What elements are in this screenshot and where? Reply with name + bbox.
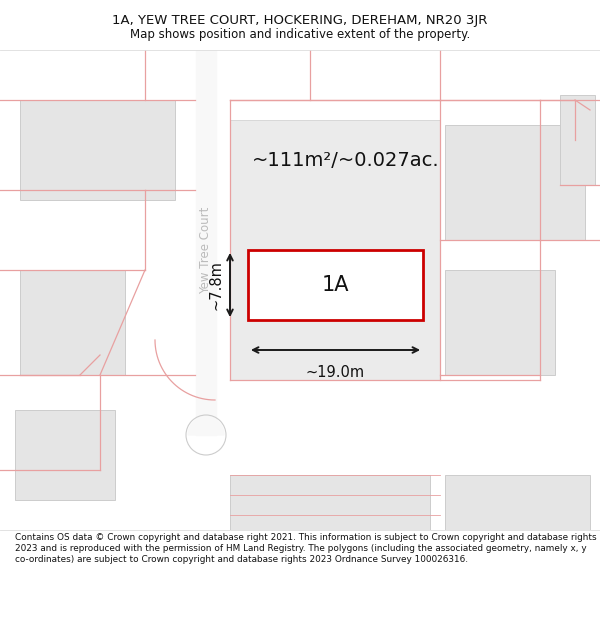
Bar [445,475,590,530]
Text: 1A: 1A [322,275,349,295]
Bar [445,270,555,375]
Text: ~19.0m: ~19.0m [306,365,365,380]
Text: ~7.8m: ~7.8m [209,260,224,310]
Text: Map shows position and indicative extent of the property.: Map shows position and indicative extent… [130,28,470,41]
Text: Yew Tree Court: Yew Tree Court [199,206,212,294]
Polygon shape [188,417,224,435]
Bar [560,95,595,185]
Bar [230,120,440,380]
Bar [20,100,175,200]
Bar [15,410,115,500]
Bar [230,475,430,530]
Bar [445,125,585,240]
Text: ~111m²/~0.027ac.: ~111m²/~0.027ac. [251,151,439,169]
Text: Contains OS data © Crown copyright and database right 2021. This information is : Contains OS data © Crown copyright and d… [15,533,596,564]
Bar [248,250,423,320]
Bar [20,270,125,375]
Text: 1A, YEW TREE COURT, HOCKERING, DEREHAM, NR20 3JR: 1A, YEW TREE COURT, HOCKERING, DEREHAM, … [112,14,488,27]
